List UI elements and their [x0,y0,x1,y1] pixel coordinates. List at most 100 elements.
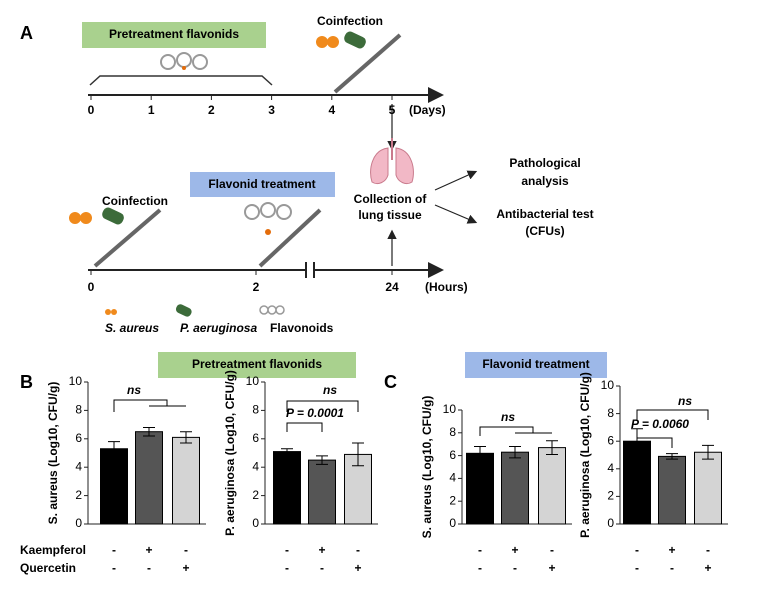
y-tick-label: 0 [607,516,614,530]
sign: - [285,543,289,557]
panel-label: B [20,372,33,392]
y-tick-label: 6 [607,433,614,447]
y-tick-label: 2 [449,493,456,507]
lung-icon [370,138,414,185]
annotation: P = 0.0060 [631,417,689,431]
y-tick-label: 0 [252,516,259,530]
timeline-tick-label: 1 [148,103,155,117]
timeline-tick-label: 24 [385,280,399,294]
timeline [88,262,444,278]
row-label: Quercetin [20,561,76,575]
y-tick-label: 10 [246,374,260,388]
legend-label: S. aureus [105,321,159,335]
box-title: Pretreatment flavonids [192,357,322,371]
y-tick-label: 4 [75,459,82,473]
timeline-tick-label: 4 [328,103,335,117]
y-tick-label: 4 [607,461,614,475]
timeline-tick-label: 5 [389,103,396,117]
y-tick-label: 2 [75,488,82,502]
legend-icons [105,304,285,317]
y-tick-label: 2 [252,488,259,502]
y-tick-label: 8 [607,406,614,420]
error-bar [180,431,192,444]
y-tick-label: 10 [69,374,83,388]
box-title: Flavonid treatment [208,177,315,191]
annotation: ns [323,383,337,397]
sign: + [548,561,555,575]
bracket [113,399,186,412]
y-tick-label: 2 [607,489,614,503]
error-bar [546,440,558,455]
timeline-tick-label: 2 [208,103,215,117]
sign: + [318,543,325,557]
sign: + [354,561,361,575]
annotation: ns [127,383,141,397]
bar [172,436,200,525]
bracket [286,400,359,412]
annotation: P = 0.0001 [286,406,344,420]
title-box [465,352,607,378]
sign: - [550,543,554,557]
title-box [82,22,266,48]
row-label: Kaempferol [20,543,86,557]
bar [538,447,566,525]
sign: + [182,561,189,575]
y-tick-label: 6 [75,431,82,445]
error-bar [666,453,678,460]
sign: - [112,561,116,575]
y-tick-label: 8 [449,425,456,439]
panel-label: A [20,23,33,43]
bracket [636,409,709,420]
sign: - [706,543,710,557]
error-bar [509,445,521,459]
arrow [434,170,478,191]
y-axis-label: P. aeruginosa (Log10, CFU/g) [223,370,237,536]
sign: - [285,561,289,575]
unit-label: (Hours) [425,280,468,294]
label: Collection of [354,192,428,206]
y-axis-label: S. aureus (Log10, CFU/g) [46,382,60,525]
y-tick-label: 8 [75,403,82,417]
legend-label: Flavonoids [270,321,334,335]
coinfection-icon [316,31,402,94]
panel-label: C [384,372,397,392]
sign: - [320,561,324,575]
sign: + [704,561,711,575]
label: Coinfection [102,194,168,208]
error-bar [316,455,328,465]
sign: - [670,561,674,575]
label: Coinfection [317,14,383,28]
bracket [286,422,323,432]
error-bar [474,445,486,461]
bracket [479,426,552,436]
box-title: Pretreatment flavonids [109,27,239,41]
y-tick-label: 0 [75,516,82,530]
error-bar [108,441,120,457]
label: (CFUs) [525,224,564,238]
flavonoid-icon [160,52,208,70]
sign: + [668,543,675,557]
sign: - [478,543,482,557]
label: analysis [521,174,569,188]
error-bar [281,448,293,455]
bar [501,451,529,525]
y-tick-label: 6 [252,431,259,445]
sign: + [511,543,518,557]
sign: - [478,561,482,575]
title-box [158,352,356,378]
box-title: Flavonid treatment [482,357,589,371]
sign: - [635,561,639,575]
y-tick-label: 8 [252,403,259,417]
label: Antibacterial test [496,207,593,221]
y-tick-label: 10 [601,378,615,392]
annotation: ns [678,394,692,408]
timeline-tick-label: 0 [88,280,95,294]
bar [100,448,128,525]
y-axis-label: P. aeruginosa (Log10, CFU/g) [578,372,592,538]
unit-label: (Days) [409,103,446,117]
arrow [434,204,478,224]
error-bar [352,442,364,467]
label: lung tissue [358,208,422,222]
bar [135,431,163,525]
y-tick-label: 4 [449,471,456,485]
